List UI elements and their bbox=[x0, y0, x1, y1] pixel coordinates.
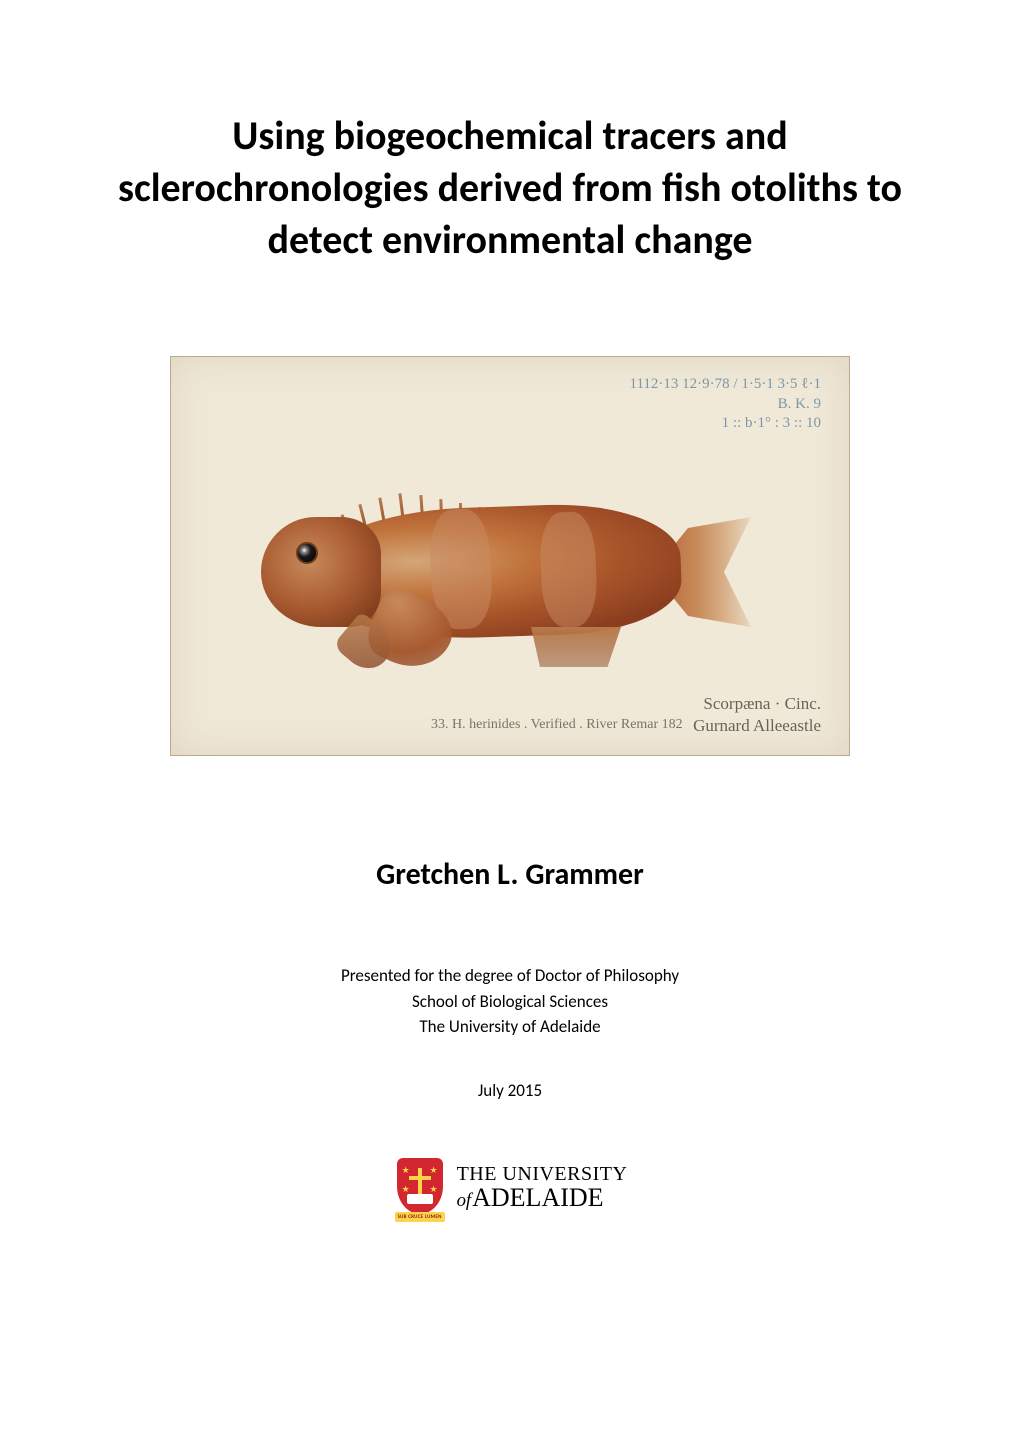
anal-fin bbox=[531, 627, 621, 667]
fish-illustration-plate: 1112·13 12·9·78 / 1·5·1 3·5 ℓ·1 B. K. 9 … bbox=[170, 356, 850, 756]
submission-block: Presented for the degree of Doctor of Ph… bbox=[341, 963, 679, 1040]
crest-motto: SUB CRUCE LUMEN bbox=[395, 1212, 445, 1222]
logo-of-prefix: of bbox=[457, 1190, 472, 1211]
plate-annotation-top: 1112·13 12·9·78 / 1·5·1 3·5 ℓ·1 B. K. 9 … bbox=[630, 375, 821, 434]
author-name: Gretchen L. Grammer bbox=[376, 856, 644, 893]
university-line: The University of Adelaide bbox=[341, 1014, 679, 1040]
logo-line-2: ofADELAIDE bbox=[457, 1185, 628, 1211]
scorpionfish-illustration bbox=[241, 477, 721, 657]
thesis-title-page: Using biogeochemical tracers and scleroc… bbox=[0, 0, 1020, 1442]
fish-eye bbox=[296, 542, 318, 564]
logo-line-1: THE UNIVERSITY bbox=[457, 1164, 628, 1184]
logo-adelaide: ADELAIDE bbox=[472, 1183, 603, 1212]
university-crest-icon: ★ ★ ★ ★ SUB CRUCE LUMEN bbox=[393, 1156, 447, 1220]
school-line: School of Biological Sciences bbox=[341, 989, 679, 1015]
fish-head bbox=[261, 517, 381, 627]
university-logo-text: THE UNIVERSITY ofADELAIDE bbox=[457, 1164, 628, 1211]
degree-line: Presented for the degree of Doctor of Ph… bbox=[341, 963, 679, 989]
thesis-title: Using biogeochemical tracers and scleroc… bbox=[90, 110, 930, 266]
body-band-2 bbox=[539, 511, 598, 628]
submission-date: July 2015 bbox=[478, 1080, 542, 1101]
plate-annotation-bottom-center: 33. H. herinides . Verified . River Rema… bbox=[431, 717, 683, 733]
plate-annotation-bottom-right: Scorpæna · Cinc. Gurnard Alleeastle bbox=[693, 693, 821, 737]
university-logo: ★ ★ ★ ★ SUB CRUCE LUMEN THE UNIVERSITY o… bbox=[393, 1156, 628, 1220]
